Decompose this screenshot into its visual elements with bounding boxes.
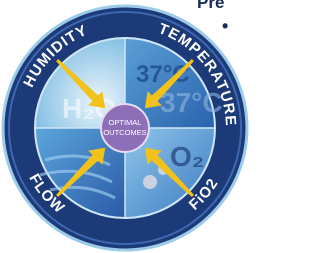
center-label: OPTIMAL [109,118,142,127]
header-title: Pre [197,0,224,12]
center-label: OUTCOMES [103,128,146,137]
molecule [143,175,157,189]
decor-temp: 37°C [160,87,223,118]
bullet: • [222,16,228,36]
decor-o2: O₂ [170,141,204,172]
